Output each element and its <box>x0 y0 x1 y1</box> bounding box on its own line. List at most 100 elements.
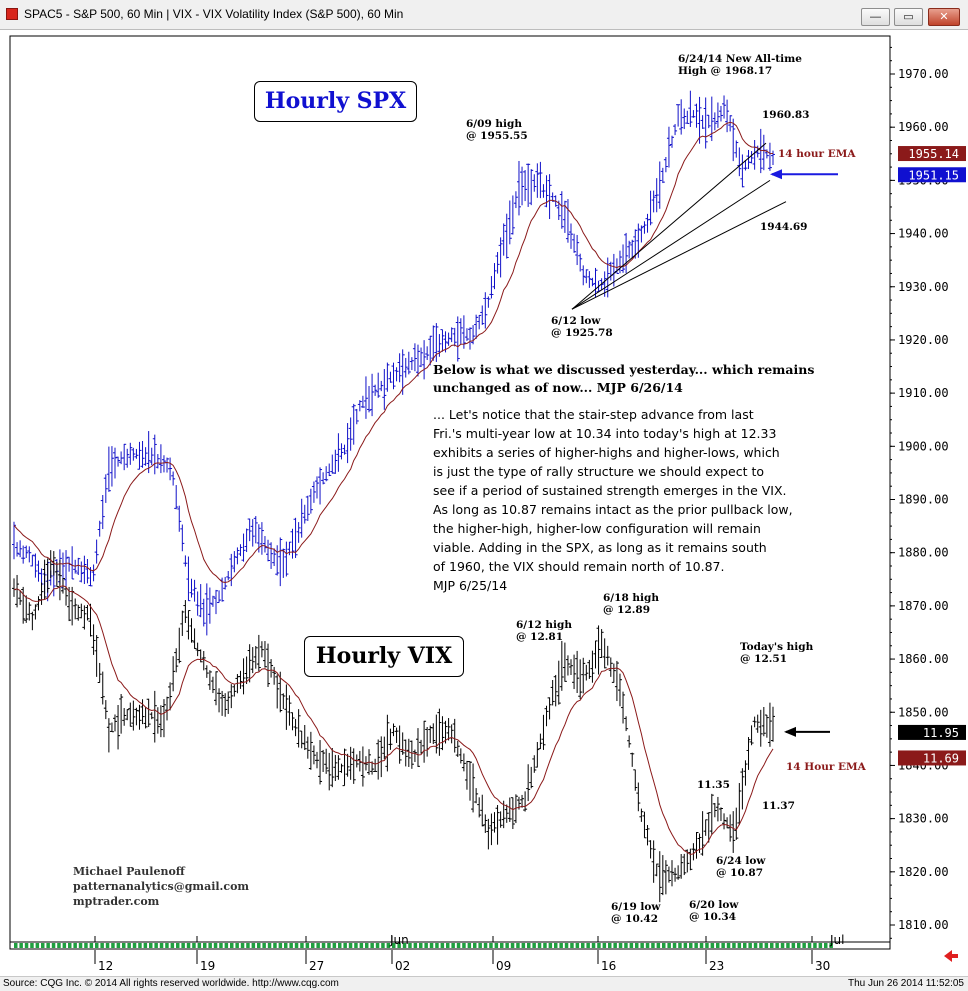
time-tick <box>284 943 288 948</box>
time-tick <box>181 943 185 948</box>
timestamp: Thu Jun 26 2014 11:52:05 <box>847 978 964 989</box>
time-tick <box>105 943 110 948</box>
trend-lines <box>571 142 787 310</box>
annotation-text: @ 12.51 <box>740 653 787 665</box>
time-tick <box>645 943 650 948</box>
time-tick <box>694 943 698 948</box>
time-tick <box>478 943 482 948</box>
time-tick <box>186 943 191 948</box>
credit-site[interactable]: mptrader.com <box>73 895 160 908</box>
time-tick <box>802 943 806 948</box>
y-tick-label: 1860.00 <box>898 652 949 666</box>
y-tick-label: 1870.00 <box>898 599 949 613</box>
x-axis: 12 19 27 02 09 16 23 30 Jun Jul <box>9 933 958 973</box>
time-tick <box>446 943 450 948</box>
commentary-note: Below is what we discussed yesterday... … <box>433 361 843 595</box>
note-line: is just the type of rally structure we s… <box>433 464 765 479</box>
annotation-text: @ 12.89 <box>603 604 650 616</box>
spx-bars <box>12 90 775 636</box>
time-tick <box>640 943 644 948</box>
time-tick <box>532 943 536 948</box>
time-tick <box>208 943 212 948</box>
price-chart: 1970.001960.001950.001940.001930.001920.… <box>9 35 966 973</box>
time-tick <box>100 943 104 948</box>
time-tick <box>608 943 612 948</box>
annotation-text: 14 hour EMA <box>778 148 856 160</box>
x-tick-label: 19 <box>200 959 215 973</box>
vix-arrow-icon <box>784 726 796 737</box>
time-tick <box>721 943 725 948</box>
credit-email[interactable]: patternanalytics@gmail.com <box>73 880 250 893</box>
note-line: Fri.'s multi-year low at 10.34 into toda… <box>433 426 777 441</box>
y-tick-label: 1910.00 <box>898 386 949 400</box>
time-tick <box>424 943 428 948</box>
time-tick <box>824 943 828 948</box>
time-tick <box>116 943 121 948</box>
time-tick <box>154 943 158 948</box>
time-tick <box>473 943 477 948</box>
time-tick <box>73 943 77 948</box>
time-tick <box>505 943 509 948</box>
annotation-text: 11.35 <box>697 779 730 791</box>
time-tick <box>570 943 574 948</box>
close-button[interactable]: ✕ <box>928 8 960 26</box>
vix-title-box: Hourly VIX <box>304 636 464 677</box>
time-tick <box>699 943 704 948</box>
time-tick <box>581 943 585 948</box>
time-tick <box>613 943 617 948</box>
time-tick <box>46 943 50 948</box>
ema-lines <box>13 121 774 856</box>
time-tick <box>672 943 677 948</box>
annotation-text: 14 Hour EMA <box>786 761 867 773</box>
time-tick <box>543 943 547 948</box>
time-tick <box>386 943 391 948</box>
time-tick <box>678 943 682 948</box>
price-box <box>898 167 966 183</box>
time-tick <box>597 943 601 948</box>
time-tick <box>316 943 320 948</box>
time-tick <box>564 943 569 948</box>
time-tick <box>510 943 515 948</box>
annotation-text: 6/20 low <box>689 899 739 911</box>
time-tick <box>311 943 315 948</box>
time-tick <box>786 943 790 948</box>
vix-bars <box>12 550 775 903</box>
time-tick <box>397 943 401 948</box>
time-tick <box>300 943 304 948</box>
time-tick <box>365 943 369 948</box>
time-tick <box>494 943 499 948</box>
time-tick <box>111 943 115 948</box>
time-tick <box>370 943 374 948</box>
time-tick <box>294 943 299 948</box>
status-bar: Source: CQG Inc. © 2014 All rights reser… <box>0 976 968 991</box>
time-tick <box>68 943 72 948</box>
annotation-text: 11.37 <box>762 800 795 812</box>
time-tick <box>775 943 779 948</box>
minimize-button[interactable]: — <box>861 8 890 26</box>
time-tick <box>759 943 763 948</box>
y-tick-label: 1820.00 <box>898 865 949 879</box>
time-tick <box>516 943 520 948</box>
note-line: see if a period of sustained strength em… <box>433 483 787 498</box>
trend-line <box>571 201 787 310</box>
x-tick-label: 23 <box>709 959 724 973</box>
spx-arrow-icon <box>770 169 782 180</box>
annotation-text: 1944.69 <box>760 221 808 233</box>
time-tick <box>327 943 331 948</box>
time-tick <box>19 943 23 948</box>
time-tick <box>240 943 245 948</box>
annotation-text: Today's high <box>740 641 814 653</box>
time-tick <box>359 943 364 948</box>
time-tick <box>429 943 434 948</box>
maximize-button[interactable]: ▭ <box>894 8 923 26</box>
time-tick <box>402 943 407 948</box>
x-tick-label: 16 <box>601 959 616 973</box>
note-line: As long as 10.87 remains intact as the p… <box>433 502 793 517</box>
y-tick-label: 1850.00 <box>898 705 949 719</box>
time-tick <box>381 943 385 948</box>
time-tick <box>57 943 61 948</box>
annotation-text: 6/18 high <box>603 592 659 604</box>
time-tick <box>586 943 590 948</box>
time-tick <box>408 943 412 948</box>
price-box <box>898 724 966 740</box>
